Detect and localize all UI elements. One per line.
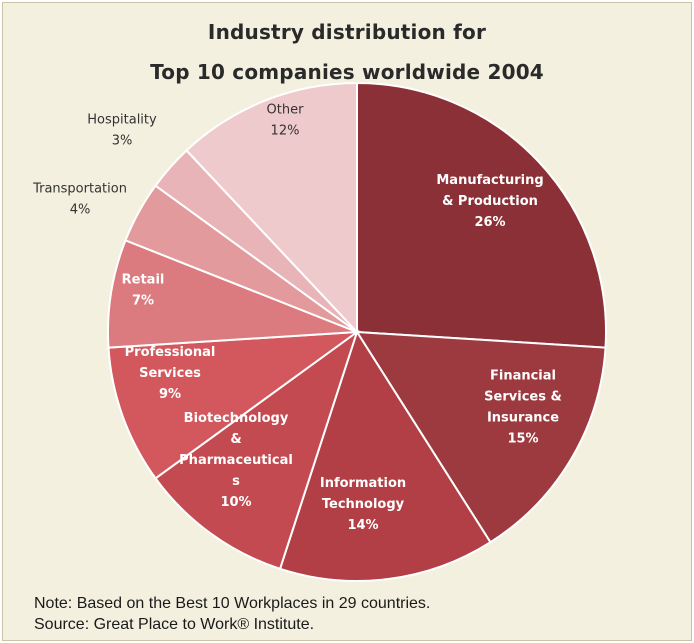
slice-label-transportation: Transportation 4% [32,182,127,218]
pie-slice-retail [107,239,358,349]
pie-slice-professional-services [107,330,361,480]
slice-label-other: Other 12% [267,103,305,139]
slice-label-information-technology: Information Technology 14% [320,476,406,533]
pie-slice-financial-services-insurance [355,330,607,544]
slice-label-biotechnology-pharmaceutical-s: Biotechnology & Pharmaceutical s 10% [179,411,293,510]
pie-slice-other [185,81,358,335]
pie-slice-information-technology [278,329,492,582]
note-text: Note: Based on the Best 10 Workplaces in… [34,595,431,612]
source-text: Source: Great Place to Work® Institute. [34,616,315,633]
slice-label-hospitality: Hospitality 3% [87,113,157,149]
pie-slice-biotechnology-pharmaceutical-s [154,329,359,571]
slice-label-retail: Retail 7% [122,273,165,309]
chart-title-line-1: Industry distribution for [207,20,487,44]
chart-title-line-2: Top 10 companies worldwide 2004 [150,60,544,84]
slice-label-professional-services: Professional Services 9% [125,345,216,402]
slice-label-manufacturing-production: Manufacturing & Production 26% [436,173,543,230]
slice-label-financial-services-insurance: Financial Services & Insurance 15% [484,369,562,447]
pie-slice-manufacturing-production [356,81,607,349]
